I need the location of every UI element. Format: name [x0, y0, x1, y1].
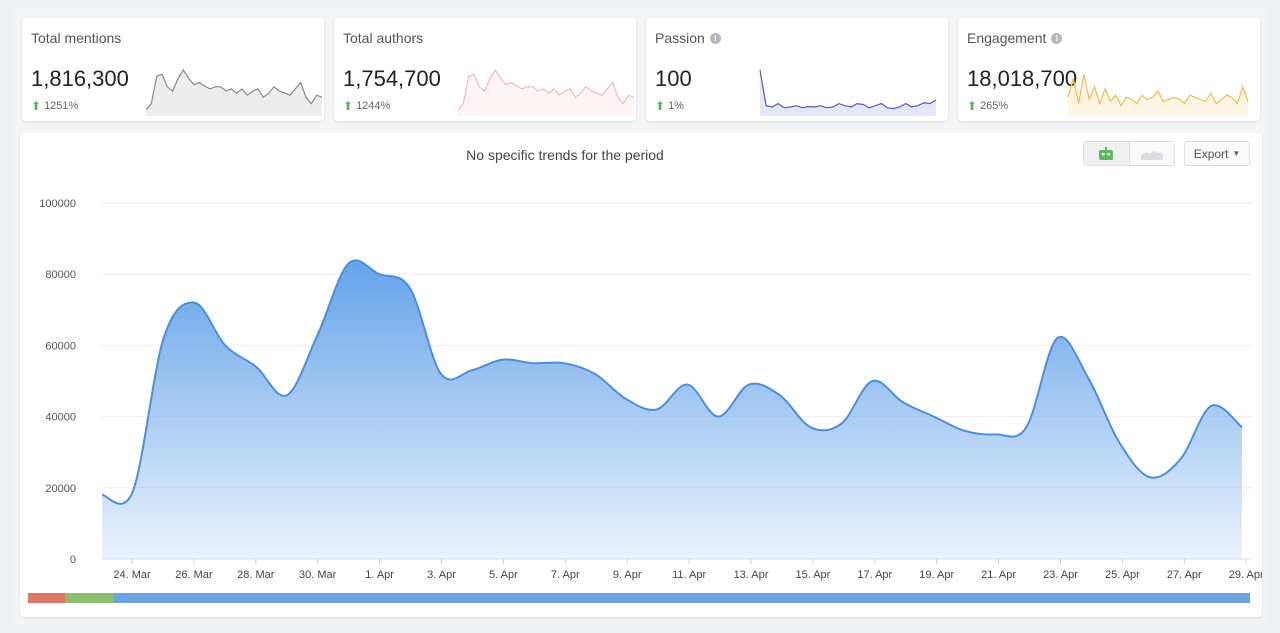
x-tick-label: 19. Apr	[919, 569, 954, 581]
x-tick-label: 24. Mar	[113, 569, 151, 581]
x-tick-label: 7. Apr	[551, 569, 580, 581]
sparkline-area	[760, 70, 936, 116]
sparkline-area	[1068, 74, 1248, 116]
card-value: 18,018,700	[967, 66, 1078, 91]
y-tick-label: 60000	[45, 340, 76, 352]
x-tick-label: 17. Apr	[857, 569, 892, 581]
x-tick-label: 15. Apr	[795, 569, 830, 581]
sparkline-line	[145, 68, 323, 111]
timeline-segment[interactable]	[28, 593, 65, 603]
engagement-card[interactable]: Engagement i 18,018,700 ⬆ 265%	[958, 18, 1260, 121]
card-change: ⬆ 1244%	[343, 99, 391, 113]
card-change: ⬆ 265%	[967, 99, 1009, 113]
y-tick-label: 20000	[45, 483, 76, 495]
card-title: Total authors	[343, 30, 424, 46]
x-tick-label: 1. Apr	[365, 569, 394, 581]
arrow-up-icon: ⬆	[31, 99, 42, 113]
info-icon[interactable]: i	[709, 32, 721, 44]
sparkline	[1067, 74, 1249, 116]
timeline-segment[interactable]	[113, 593, 1250, 603]
x-tick-label: 29. Apr	[1229, 569, 1262, 581]
x-tick-label: 23. Apr	[1043, 569, 1078, 581]
area-chart: 0 20000 40000 60000 80000 100000 24. Mar 26. M…	[39, 198, 1262, 581]
caret-down-icon: ▼	[1232, 149, 1241, 158]
robot-icon[interactable]	[1084, 142, 1130, 165]
x-tick-label: 26. Mar	[175, 569, 213, 581]
sparkline-line	[1067, 74, 1249, 107]
export-button[interactable]: Export ▼	[1184, 141, 1250, 166]
series-area	[102, 260, 1242, 559]
sparkline	[457, 68, 635, 116]
x-tick-label: 21. Apr	[981, 569, 1016, 581]
arrow-up-icon: ⬆	[343, 99, 354, 113]
card-title: Engagement i	[967, 30, 1063, 46]
card-change: ⬆ 1%	[655, 99, 684, 113]
x-tick-label: 28. Mar	[237, 569, 275, 581]
x-tick-label: 25. Apr	[1105, 569, 1140, 581]
x-tick-label: 30. Mar	[299, 569, 337, 581]
info-icon[interactable]: i	[1051, 32, 1063, 44]
arrow-up-icon: ⬆	[655, 99, 666, 113]
sparkline	[759, 69, 937, 116]
card-value: 1,816,300	[31, 66, 129, 91]
y-tick-label: 40000	[45, 412, 76, 424]
card-title: Total mentions	[31, 30, 122, 46]
x-tick-label: 11. Apr	[672, 569, 706, 581]
x-tick-label: 27. Apr	[1167, 569, 1202, 581]
total-authors-card[interactable]: Total authors 1,754,700 ⬆ 1244%	[334, 18, 636, 121]
area-chart-icon[interactable]	[1130, 142, 1175, 165]
card-value: 1,754,700	[343, 66, 441, 91]
sparkline	[145, 68, 323, 116]
y-tick-label: 100000	[39, 198, 76, 210]
y-tick-label: 0	[70, 554, 76, 566]
total-mentions-card[interactable]: Total mentions 1,816,300 ⬆ 1251%	[22, 18, 324, 121]
x-tick-label: 5. Apr	[489, 569, 518, 581]
card-change: ⬆ 1251%	[31, 99, 79, 113]
mentions-chart-panel: No specific trends for the period Export…	[20, 133, 1262, 617]
x-tick-label: 13. Apr	[734, 569, 769, 581]
sparkline-area	[146, 70, 322, 116]
sparkline-line	[759, 69, 937, 110]
arrow-up-icon: ⬆	[967, 99, 978, 113]
dashboard: Total mentions 1,816,300 ⬆ 1251% Total au…	[12, 8, 1268, 624]
card-title: Passion i	[655, 30, 721, 46]
y-tick-label: 80000	[45, 269, 76, 281]
sparkline-line	[457, 68, 635, 111]
passion-card[interactable]: Passion i 100 ⬆ 1%	[646, 18, 948, 121]
chart-view-toggle[interactable]	[1083, 141, 1175, 166]
x-tick-label: 3. Apr	[427, 569, 456, 581]
card-value: 100	[655, 66, 692, 91]
chart-title: No specific trends for the period	[466, 147, 664, 163]
series-line	[101, 259, 1243, 505]
x-tick-label: 9. Apr	[613, 569, 642, 581]
sparkline-area	[458, 70, 634, 116]
timeline-bar[interactable]	[28, 593, 1250, 603]
timeline-segment[interactable]	[64, 593, 114, 603]
